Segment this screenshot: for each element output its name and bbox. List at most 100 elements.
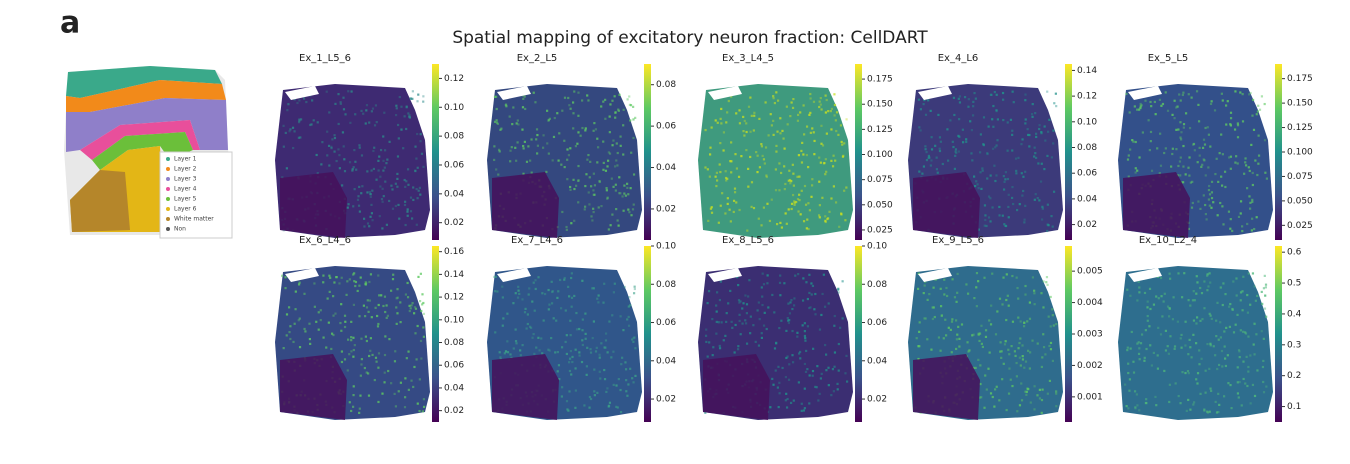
colorbar (644, 64, 651, 240)
colorbar-tick-label: 0.10 (444, 103, 464, 113)
panel-title: Ex_3_L4_5 (722, 53, 774, 64)
legend-label: White matter (174, 216, 214, 223)
colorbar-tick-label: 0.10 (867, 242, 887, 252)
colorbar-tick-label: 0.6 (1287, 248, 1302, 258)
colorbar-tick-label: 0.150 (867, 100, 893, 110)
panel-label: a (60, 6, 80, 41)
colorbar-tick-label: 0.002 (1077, 361, 1103, 371)
legend-marker (166, 227, 170, 231)
colorbar-tick-label: 0.04 (656, 356, 676, 366)
colorbar-tick-label: 0.100 (1287, 148, 1313, 158)
spatial-map (908, 266, 1063, 420)
colorbar-tick-label: 0.08 (656, 80, 676, 90)
colorbar (1275, 246, 1282, 422)
colorbar (1275, 64, 1282, 240)
colorbar-tick-label: 0.075 (867, 175, 893, 185)
colorbar (432, 64, 439, 240)
colorbar (1065, 64, 1072, 240)
legend-marker (166, 187, 170, 191)
legend-marker (166, 157, 170, 161)
colorbar-tick-label: 0.2 (1287, 371, 1301, 381)
colorbar-tick-label: 0.12 (1077, 92, 1097, 102)
colorbar-tick-label: 0.10 (444, 315, 464, 325)
colorbar-tick-label: 0.001 (1077, 392, 1103, 402)
colorbar-tick-label: 0.06 (867, 318, 887, 328)
colorbar-tick-label: 0.06 (444, 160, 464, 170)
colorbar-tick-label: 0.175 (1287, 74, 1313, 84)
colorbar-tick-label: 0.14 (444, 270, 464, 280)
colorbar-tick-label: 0.003 (1077, 330, 1103, 340)
spatial-map (487, 266, 642, 420)
legend-marker (166, 177, 170, 181)
colorbar-tick-label: 0.125 (1287, 123, 1313, 133)
colorbar-tick-label: 0.025 (867, 225, 893, 235)
colorbar (855, 64, 862, 240)
colorbar-tick-label: 0.125 (867, 125, 893, 135)
reference-map (64, 66, 233, 239)
figure-title: Spatial mapping of excitatory neuron fra… (452, 28, 928, 48)
colorbar-tick-label: 0.06 (656, 122, 676, 132)
spatial-map (908, 84, 1063, 238)
colorbar-tick-label: 0.08 (1077, 143, 1097, 153)
spatial-map (487, 84, 642, 238)
panel-title: Ex_1_L5_6 (299, 53, 351, 64)
colorbar-tick-label: 0.02 (1077, 220, 1097, 230)
colorbar-tick-label: 0.02 (656, 395, 676, 405)
colorbar-tick-label: 0.175 (867, 75, 893, 85)
spatial-map (1118, 84, 1273, 238)
colorbar-tick-label: 0.150 (1287, 99, 1313, 109)
colorbar-tick-label: 0.04 (444, 383, 464, 393)
legend-marker (166, 167, 170, 171)
colorbar (855, 246, 862, 422)
colorbar-tick-label: 0.08 (867, 280, 887, 290)
legend-label: Layer 5 (174, 196, 197, 203)
panel-title: Ex_5_L5 (1148, 53, 1189, 64)
colorbar-tick-label: 0.06 (656, 318, 676, 328)
colorbar-tick-label: 0.5 (1287, 279, 1301, 289)
legend-marker (166, 207, 170, 211)
colorbar-tick-label: 0.050 (867, 200, 893, 210)
legend-marker (166, 217, 170, 221)
colorbar-tick-label: 0.3 (1287, 340, 1301, 350)
colorbar (1065, 246, 1072, 422)
panel-title: Ex_8_L5_6 (722, 235, 774, 246)
colorbar-tick-label: 0.004 (1077, 298, 1103, 308)
colorbar-tick-label: 0.1 (1287, 402, 1301, 412)
spatial-map (1118, 266, 1273, 420)
legend-label: Non (174, 226, 186, 233)
panel-title: Ex_4_L6 (938, 53, 979, 64)
legend-label: Layer 2 (174, 166, 197, 173)
colorbar (432, 246, 439, 422)
spatial-map (275, 266, 430, 420)
colorbar-tick-label: 0.06 (444, 361, 464, 371)
panel-title: Ex_9_L5_6 (932, 235, 984, 246)
colorbar-tick-label: 0.02 (444, 406, 464, 416)
colorbar-tick-label: 0.005 (1077, 267, 1103, 277)
legend-label: Layer 4 (174, 186, 197, 193)
colorbar-tick-label: 0.100 (867, 150, 893, 160)
colorbar-tick-label: 0.04 (444, 189, 464, 199)
legend-marker (166, 197, 170, 201)
colorbar-tick-label: 0.08 (656, 280, 676, 290)
panel-title: Ex_10_L2_4 (1139, 235, 1197, 246)
colorbar-tick-label: 0.02 (656, 204, 676, 214)
colorbar-tick-label: 0.050 (1287, 196, 1313, 206)
colorbar-tick-label: 0.06 (1077, 169, 1097, 179)
colorbar-tick-label: 0.16 (444, 247, 464, 257)
legend-label: Layer 1 (174, 156, 197, 163)
colorbar-tick-label: 0.10 (1077, 117, 1097, 127)
spatial-map (698, 84, 853, 238)
spatial-map (698, 266, 853, 420)
colorbar-tick-label: 0.14 (1077, 66, 1097, 76)
colorbar-tick-label: 0.4 (1287, 309, 1302, 319)
colorbar-tick-label: 0.08 (444, 338, 464, 348)
panel-title: Ex_7_L4_6 (511, 235, 563, 246)
legend-label: Layer 3 (174, 176, 197, 183)
colorbar-tick-label: 0.02 (867, 395, 887, 405)
colorbar (644, 246, 651, 422)
colorbar-tick-label: 0.12 (444, 74, 464, 84)
legend-label: Layer 6 (174, 206, 197, 213)
colorbar-tick-label: 0.12 (444, 293, 464, 303)
colorbar-tick-label: 0.02 (444, 218, 464, 228)
